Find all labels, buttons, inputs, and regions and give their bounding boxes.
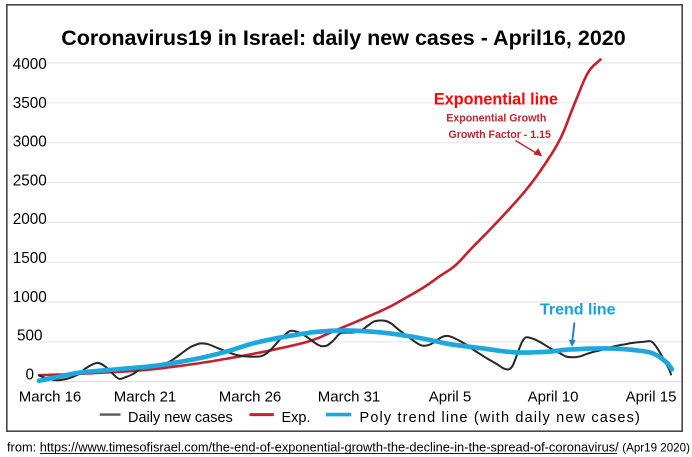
svg-text:2000: 2000 (13, 211, 47, 228)
svg-text:2500: 2500 (13, 172, 47, 189)
svg-text:April 5: April 5 (429, 389, 472, 406)
svg-text:Exp.: Exp. (282, 410, 311, 426)
svg-text:March 31: March 31 (318, 389, 381, 406)
svg-text:500: 500 (17, 328, 43, 345)
svg-text:Exponential Growth: Exponential Growth (446, 112, 546, 124)
svg-text:Coronavirus19 in Israel: daily: Coronavirus19 in Israel: daily new cases… (61, 26, 625, 50)
svg-text:April 15: April 15 (626, 389, 677, 406)
svg-text:April 10: April 10 (528, 389, 579, 406)
svg-text:1000: 1000 (13, 289, 47, 306)
svg-text:1500: 1500 (13, 250, 47, 267)
svg-text:Trend line: Trend line (540, 302, 616, 319)
svg-text:Poly trend line (with daily ne: Poly trend line (with daily new cases) (360, 410, 641, 426)
svg-text:3500: 3500 (13, 95, 47, 112)
svg-text:4000: 4000 (13, 56, 47, 73)
svg-text:March 16: March 16 (19, 389, 82, 406)
svg-text:0: 0 (26, 367, 35, 384)
svg-text:March 21: March 21 (114, 389, 177, 406)
svg-text:3000: 3000 (13, 134, 47, 151)
svg-text:Daily new cases: Daily new cases (128, 410, 233, 426)
svg-text:Exponential line: Exponential line (434, 91, 558, 109)
svg-text:March 26: March 26 (219, 389, 282, 406)
svg-text:Growth Factor - 1.15: Growth Factor - 1.15 (448, 129, 551, 141)
svg-text:from: https://www.timesofisrae: from: https://www.timesofisrael.com/the-… (7, 440, 690, 455)
